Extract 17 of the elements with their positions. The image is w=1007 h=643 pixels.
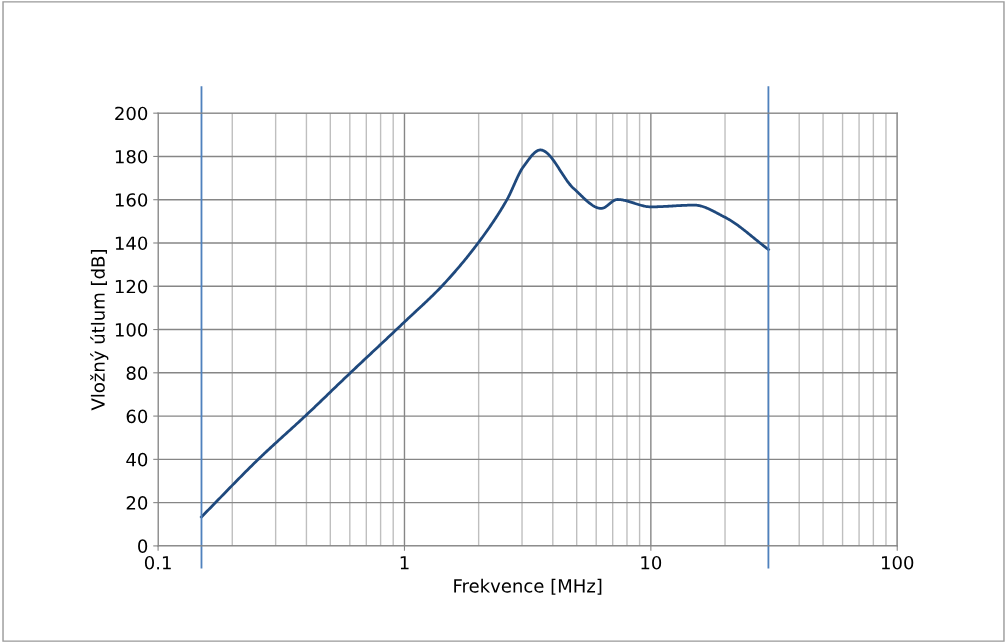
y-tick-label: 200 — [115, 106, 148, 121]
x-tick-label: 0.1 — [144, 555, 171, 570]
y-tick-label: 0 — [138, 539, 148, 554]
y-tick-label: 160 — [115, 193, 148, 207]
y-tick-label: 80 — [126, 366, 148, 380]
x-tick-label: 10 — [641, 555, 662, 570]
y-tick-label: 40 — [126, 452, 148, 467]
y-axis-title: Vložný útlum [dB] — [90, 250, 109, 411]
x-tick-label: 1 — [400, 556, 409, 570]
y-tick-label: 180 — [115, 149, 148, 164]
y-tick-label: 20 — [126, 496, 148, 510]
x-tick-label: 100 — [881, 555, 914, 570]
x-axis-title: Frekvence [MHz] — [454, 578, 602, 595]
y-tick-label: 120 — [115, 279, 148, 294]
y-tick-label: 140 — [115, 236, 148, 251]
y-tick-label: 60 — [126, 409, 148, 424]
y-tick-label: 100 — [115, 323, 148, 337]
